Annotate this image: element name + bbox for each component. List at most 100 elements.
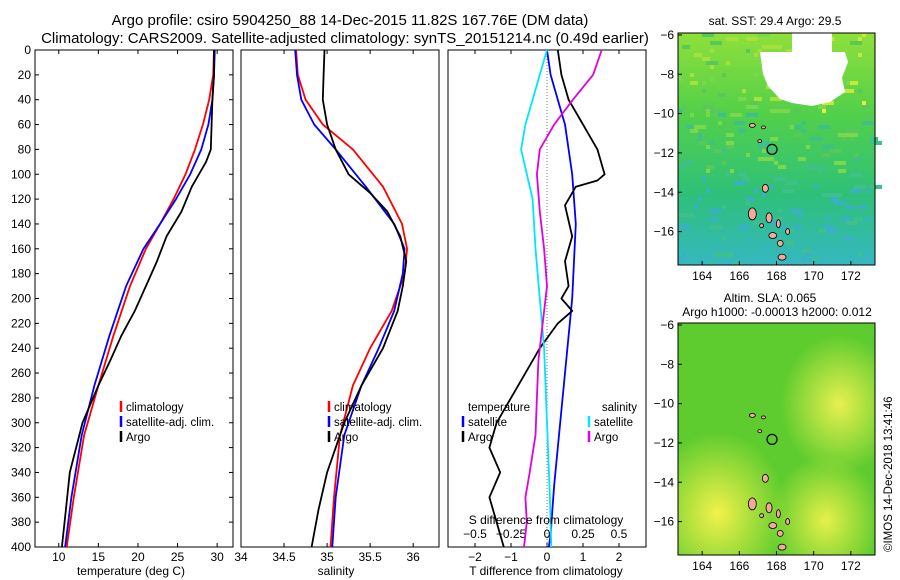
sst-texture-cell — [718, 93, 726, 97]
sst-texture-cell — [746, 197, 754, 201]
map-y-tick-label: −16 — [654, 225, 675, 239]
island-shape — [761, 125, 766, 130]
sst-texture-cell — [842, 89, 854, 93]
legend-title-salinity: salinity — [602, 402, 637, 414]
sst-texture-cell — [698, 137, 702, 141]
sst-texture-cell — [774, 161, 778, 165]
sst-texture-cell — [774, 45, 782, 49]
series-line-t-satellite — [546, 49, 577, 548]
series-line-t-argo — [488, 49, 606, 548]
sla-map-ticks: −6 −8 −10 −12 −14 −16 164 166 168 170 172 — [654, 318, 862, 573]
series-line-argo — [61, 50, 215, 548]
y-tick-label: 240 — [11, 341, 31, 355]
sst-texture-cell — [754, 73, 758, 77]
y-tick-label: 200 — [11, 292, 31, 306]
sst-texture-cell — [862, 121, 874, 125]
sst-texture-cell — [818, 125, 830, 129]
sst-texture-cell — [734, 253, 738, 257]
sst-texture-cell — [842, 217, 850, 221]
sst-texture-cell — [822, 153, 830, 157]
x-tick-label: 20 — [131, 550, 145, 564]
sst-texture-cell — [858, 253, 862, 257]
sst-texture-cell — [702, 57, 710, 61]
sst-texture-cell — [742, 177, 750, 181]
sst-texture-cell — [866, 217, 870, 221]
x-tick-label: 30 — [210, 550, 224, 564]
sst-texture-cell — [722, 253, 734, 257]
x-tick-label: −0.5 — [463, 527, 487, 541]
sst-texture-cell — [678, 213, 686, 217]
island-shape — [765, 502, 773, 514]
map-y-tick-label: −14 — [654, 475, 675, 489]
sst-texture-cell — [758, 145, 770, 149]
series-line-s-argo — [523, 49, 603, 548]
temperature-legend: climatology satellite-adj. clim. Argo — [119, 401, 214, 444]
difference-lines — [488, 49, 606, 548]
legend-label-s-satellite: satellite — [594, 417, 633, 429]
sst-texture-cell — [746, 49, 750, 53]
y-tick-label: 20 — [18, 68, 32, 82]
sst-texture-cell — [854, 153, 858, 157]
sst-texture-cell — [678, 109, 682, 113]
island-shape — [775, 509, 781, 519]
sst-texture-cell — [730, 113, 742, 117]
sst-texture-cell — [846, 133, 858, 137]
sst-texture-cell — [858, 37, 862, 41]
sst-texture-cell — [710, 141, 714, 145]
x-tick-label: 0.25 — [571, 527, 595, 541]
map-y-tick-label: −14 — [654, 185, 675, 199]
sst-argo-position-marker — [766, 143, 778, 155]
sst-texture-cell — [802, 129, 806, 133]
sst-texture-cell — [698, 141, 706, 145]
map-y-tick-label: −6 — [660, 28, 674, 42]
sst-texture-cell — [710, 225, 722, 229]
sla-islands — [747, 413, 791, 551]
sst-texture-cell — [678, 225, 690, 229]
salinity-x-label: salinity — [318, 564, 355, 578]
sst-texture-cell — [758, 141, 770, 145]
sst-texture-cell — [858, 205, 866, 209]
y-tick-label: 140 — [11, 217, 31, 231]
sst-texture-cell — [822, 225, 834, 229]
island-shape — [765, 212, 773, 224]
sst-texture-cell — [818, 229, 826, 233]
sst-texture-cell — [678, 77, 682, 81]
sst-texture-cell — [746, 37, 758, 41]
sst-texture-cell — [862, 105, 870, 109]
sst-texture-cell — [846, 205, 854, 209]
sst-texture-cell — [814, 185, 818, 189]
sst-texture-cell — [770, 109, 782, 113]
sst-texture-cell — [690, 129, 698, 133]
x-tick-label: 36 — [406, 550, 420, 564]
island-shape — [785, 518, 791, 525]
s-difference-x-label: S difference from climatology — [469, 513, 624, 527]
y-tick-label: 220 — [11, 316, 31, 330]
sst-texture-cell — [710, 217, 718, 221]
sst-texture-cell — [790, 209, 802, 213]
island-shape — [761, 473, 769, 483]
salinity-legend: climatology satellite-adj. clim. Argo — [327, 401, 422, 444]
sst-texture-cell — [794, 125, 802, 129]
sst-texture-cell — [822, 101, 834, 105]
sst-texture-cell — [766, 245, 770, 249]
title-line-1: Argo profile: csiro 5904250_88 14-Dec-20… — [112, 12, 589, 29]
map-y-tick-label: −12 — [654, 436, 675, 450]
sst-texture-cell — [694, 205, 698, 209]
y-tick-label: 260 — [11, 366, 31, 380]
difference-panel: −2 −1 0 1 2−0.5 −0.25 0 0.25 0.5 temperature sat… — [447, 49, 647, 578]
island-shape — [777, 543, 787, 551]
sst-texture-cell — [710, 77, 714, 81]
island-shape — [757, 429, 763, 434]
sst-texture-cell — [798, 157, 806, 161]
series-line-climatology — [295, 49, 409, 548]
sst-texture-cell — [758, 157, 762, 161]
sst-texture-cell — [702, 89, 706, 93]
sst-texture-cell — [726, 37, 738, 41]
y-tick-label: 180 — [11, 267, 31, 281]
sst-texture-cell — [746, 201, 750, 205]
sst-texture-cell — [718, 113, 726, 117]
sst-texture-cell — [706, 189, 710, 193]
sst-texture-cell — [846, 129, 858, 133]
sst-texture-cell — [706, 109, 710, 113]
